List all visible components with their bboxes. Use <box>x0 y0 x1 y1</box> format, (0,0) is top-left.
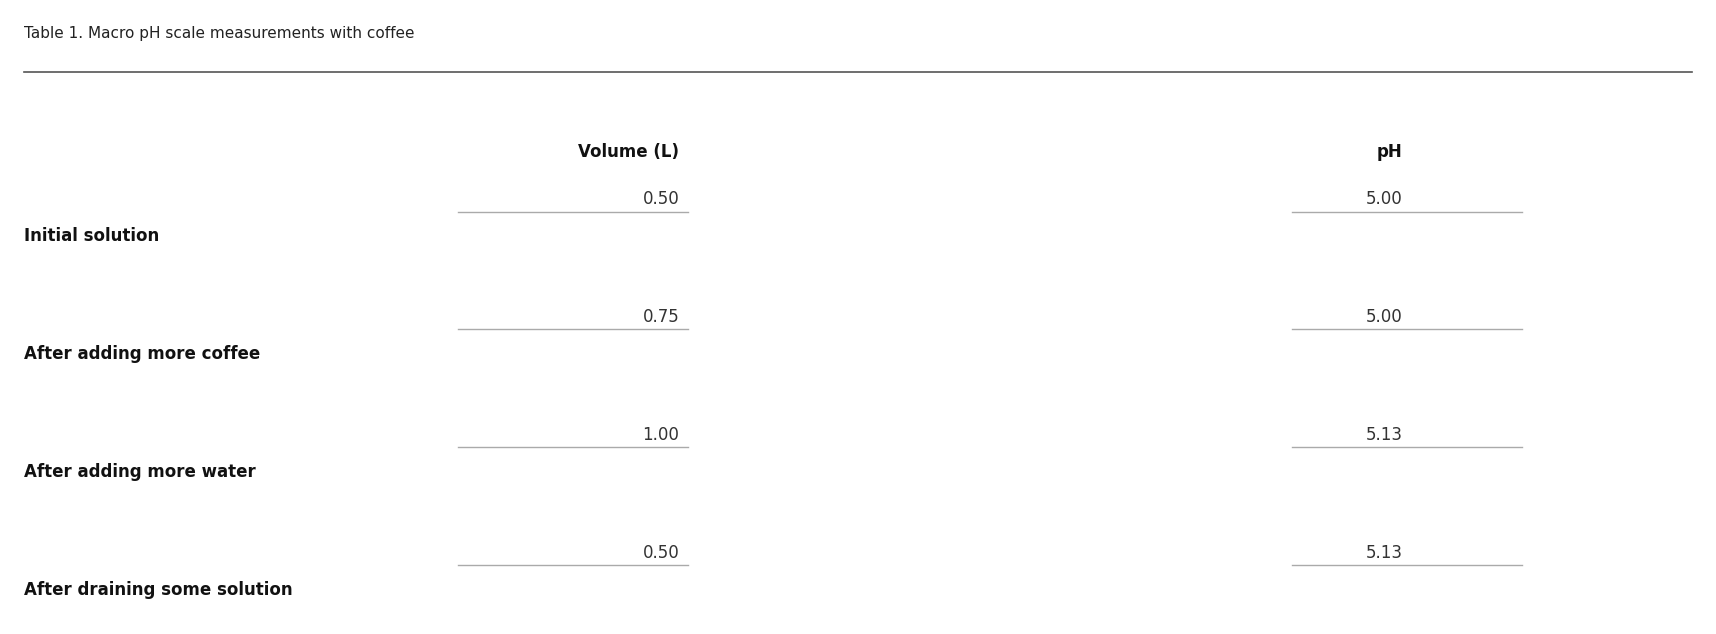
Text: 5.00: 5.00 <box>1366 190 1402 209</box>
Text: 0.75: 0.75 <box>642 308 680 327</box>
Text: 0.50: 0.50 <box>642 544 680 562</box>
Text: 5.13: 5.13 <box>1366 426 1402 444</box>
Text: 5.00: 5.00 <box>1366 308 1402 327</box>
Text: After draining some solution: After draining some solution <box>24 581 293 599</box>
Text: After adding more coffee: After adding more coffee <box>24 345 261 363</box>
Text: Volume (L): Volume (L) <box>578 143 680 162</box>
Text: pH: pH <box>1376 143 1402 162</box>
Text: Table 1. Macro pH scale measurements with coffee: Table 1. Macro pH scale measurements wit… <box>24 25 415 41</box>
Text: 0.50: 0.50 <box>642 190 680 209</box>
Text: After adding more water: After adding more water <box>24 463 256 481</box>
Text: Initial solution: Initial solution <box>24 228 160 245</box>
Text: 5.13: 5.13 <box>1366 544 1402 562</box>
Text: 1.00: 1.00 <box>642 426 680 444</box>
